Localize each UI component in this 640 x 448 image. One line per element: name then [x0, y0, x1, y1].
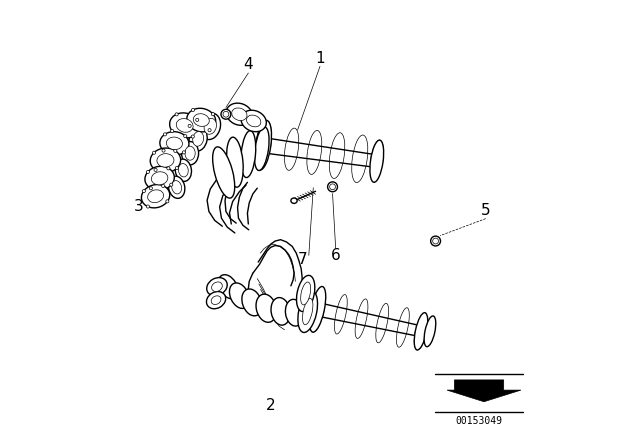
Ellipse shape	[152, 172, 168, 185]
Ellipse shape	[204, 118, 216, 134]
Ellipse shape	[328, 182, 337, 192]
Ellipse shape	[175, 113, 178, 116]
Ellipse shape	[226, 103, 253, 125]
Ellipse shape	[223, 111, 229, 117]
Ellipse shape	[211, 296, 221, 305]
Ellipse shape	[152, 151, 156, 154]
Ellipse shape	[208, 129, 211, 132]
Ellipse shape	[218, 275, 238, 299]
Ellipse shape	[433, 238, 438, 244]
Ellipse shape	[147, 170, 150, 173]
Ellipse shape	[145, 166, 174, 190]
Text: 00153049: 00153049	[456, 416, 502, 426]
Ellipse shape	[175, 159, 191, 181]
Ellipse shape	[296, 276, 315, 311]
Ellipse shape	[168, 176, 185, 198]
Ellipse shape	[170, 183, 173, 186]
Ellipse shape	[255, 127, 269, 171]
Ellipse shape	[256, 294, 276, 322]
Ellipse shape	[163, 133, 166, 136]
Ellipse shape	[147, 205, 150, 208]
Ellipse shape	[255, 121, 271, 170]
Ellipse shape	[182, 151, 186, 154]
Ellipse shape	[188, 125, 191, 128]
Ellipse shape	[170, 113, 200, 138]
Ellipse shape	[414, 313, 428, 350]
Ellipse shape	[212, 282, 222, 292]
Ellipse shape	[187, 108, 216, 132]
Ellipse shape	[431, 236, 440, 246]
Ellipse shape	[227, 137, 243, 187]
Ellipse shape	[172, 181, 182, 194]
Ellipse shape	[166, 200, 169, 203]
Ellipse shape	[424, 316, 436, 347]
Text: 1: 1	[315, 51, 325, 66]
Ellipse shape	[179, 164, 188, 177]
Ellipse shape	[196, 118, 199, 121]
Ellipse shape	[207, 278, 227, 296]
Ellipse shape	[230, 283, 249, 308]
Ellipse shape	[162, 184, 164, 187]
Ellipse shape	[191, 135, 195, 138]
Text: 3: 3	[134, 198, 143, 214]
Ellipse shape	[370, 140, 383, 182]
Ellipse shape	[301, 282, 310, 305]
Text: 7: 7	[297, 252, 307, 267]
Ellipse shape	[166, 137, 182, 150]
Ellipse shape	[173, 149, 177, 152]
Ellipse shape	[246, 115, 261, 127]
Ellipse shape	[330, 184, 335, 190]
Ellipse shape	[189, 127, 207, 151]
Ellipse shape	[232, 108, 247, 121]
Ellipse shape	[171, 129, 173, 133]
Ellipse shape	[184, 134, 187, 138]
Ellipse shape	[193, 132, 204, 146]
Ellipse shape	[148, 190, 164, 202]
Ellipse shape	[162, 149, 165, 152]
Ellipse shape	[291, 198, 297, 203]
Ellipse shape	[160, 132, 189, 155]
Ellipse shape	[185, 146, 195, 160]
Text: 2: 2	[266, 398, 276, 413]
Ellipse shape	[211, 112, 214, 116]
Ellipse shape	[182, 142, 198, 165]
Ellipse shape	[241, 110, 266, 132]
Text: 4: 4	[243, 57, 253, 73]
Ellipse shape	[157, 154, 174, 167]
Ellipse shape	[191, 108, 195, 112]
Ellipse shape	[167, 167, 170, 170]
Ellipse shape	[200, 113, 221, 140]
Polygon shape	[447, 380, 521, 402]
Ellipse shape	[207, 292, 226, 309]
Text: 5: 5	[481, 203, 491, 218]
Ellipse shape	[298, 291, 317, 332]
Ellipse shape	[285, 299, 303, 326]
Ellipse shape	[141, 185, 170, 208]
Ellipse shape	[241, 131, 256, 177]
Text: 6: 6	[331, 248, 340, 263]
Ellipse shape	[154, 168, 157, 172]
Ellipse shape	[303, 298, 313, 325]
Ellipse shape	[149, 187, 152, 190]
Ellipse shape	[221, 109, 231, 119]
Ellipse shape	[193, 114, 209, 126]
Ellipse shape	[242, 289, 262, 316]
Ellipse shape	[150, 148, 180, 173]
Ellipse shape	[175, 167, 179, 170]
Ellipse shape	[271, 297, 290, 325]
Ellipse shape	[176, 119, 193, 132]
Ellipse shape	[212, 147, 235, 198]
Ellipse shape	[309, 287, 326, 332]
Ellipse shape	[142, 190, 145, 193]
